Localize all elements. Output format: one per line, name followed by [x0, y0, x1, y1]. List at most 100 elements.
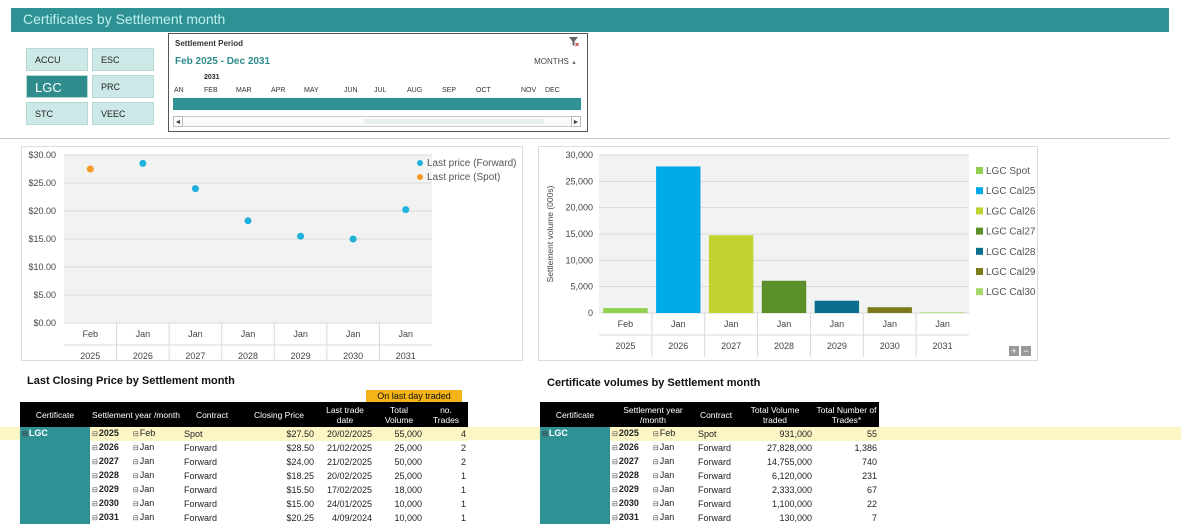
certificate-cell[interactable]: [540, 497, 610, 511]
bar-lgc-cal30[interactable]: [920, 312, 965, 313]
certificate-cell[interactable]: ⊟LGC: [540, 427, 610, 441]
column-header-total-volume-traded[interactable]: Total Volume traded: [736, 402, 814, 427]
collapse-toggle-icon[interactable]: ⊟: [652, 515, 659, 522]
collapse-toggle-icon[interactable]: ⊟: [92, 515, 98, 522]
scroll-left-icon[interactable]: ◄: [173, 116, 183, 127]
settlement-year-month-cell[interactable]: ⊟2028 ⊟Jan: [610, 469, 696, 483]
certificate-cell[interactable]: ⊟LGC: [20, 427, 90, 441]
collapse-toggle-icon[interactable]: ⊟: [92, 459, 98, 466]
certificate-cell[interactable]: [540, 441, 610, 455]
collapse-toggle-icon[interactable]: ⊟: [92, 431, 98, 438]
timeline-month-feb[interactable]: FEB: [204, 87, 218, 94]
clear-filter-icon[interactable]: [569, 37, 579, 49]
timeline-month-mar[interactable]: MAR: [236, 87, 252, 94]
collapse-toggle-icon[interactable]: ⊟: [612, 473, 618, 480]
collapse-toggle-icon[interactable]: ⊟: [612, 487, 618, 494]
certificate-cell[interactable]: [20, 455, 90, 469]
certificate-cell[interactable]: [540, 455, 610, 469]
column-header-contract[interactable]: Contract: [696, 402, 736, 427]
timeline-month-an[interactable]: AN: [174, 87, 184, 94]
settlement-year-month-cell[interactable]: ⊟2025 ⊟Feb: [90, 427, 182, 441]
timeline-month-nov[interactable]: NOV: [521, 87, 537, 94]
collapse-toggle-icon[interactable]: ⊟: [132, 501, 139, 508]
settlement-year-month-cell[interactable]: ⊟2031 ⊟Jan: [610, 511, 696, 524]
data-point-last-price-forward[interactable]: [191, 185, 199, 193]
collapse-toggle-icon[interactable]: ⊟: [652, 431, 659, 438]
settlement-year-month-cell[interactable]: ⊟2031 ⊟Jan: [90, 511, 182, 524]
data-point-last-price-forward[interactable]: [244, 217, 252, 225]
scroll-right-icon[interactable]: ►: [571, 116, 581, 127]
collapse-toggle-icon[interactable]: ⊟: [132, 473, 139, 480]
data-point-last-price-forward[interactable]: [349, 235, 357, 243]
timeline-month-aug[interactable]: AUG: [407, 87, 423, 94]
column-header-certificate[interactable]: Certificate: [20, 402, 90, 427]
bar-lgc-cal29[interactable]: [867, 307, 912, 313]
collapse-toggle-icon[interactable]: ⊟: [132, 445, 139, 452]
settlement-year-month-cell[interactable]: ⊟2027 ⊟Jan: [610, 455, 696, 469]
slicer-item-stc[interactable]: STC: [26, 102, 88, 125]
collapse-toggle-icon[interactable]: ⊟: [92, 487, 98, 494]
column-header-no-trades[interactable]: no. Trades: [424, 402, 468, 427]
collapse-toggle-icon[interactable]: ⊟: [92, 473, 98, 480]
column-header-total-volume[interactable]: Total Volume: [374, 402, 424, 427]
bar-lgc-cal28[interactable]: [814, 300, 860, 313]
column-header-total-number-of-trades[interactable]: Total Number of Trades*: [814, 402, 879, 427]
certificate-cell[interactable]: [20, 441, 90, 455]
settlement-year-month-cell[interactable]: ⊟2028 ⊟Jan: [90, 469, 182, 483]
timeline-month-oct[interactable]: OCT: [476, 87, 491, 94]
certificate-cell[interactable]: [20, 483, 90, 497]
settlement-year-month-cell[interactable]: ⊟2029 ⊟Jan: [610, 483, 696, 497]
zoom-in-button[interactable]: +: [1009, 346, 1019, 356]
column-header-closing-price[interactable]: Closing Price: [242, 402, 316, 427]
collapse-toggle-icon[interactable]: ⊟: [132, 487, 139, 494]
settlement-year-month-cell[interactable]: ⊟2029 ⊟Jan: [90, 483, 182, 497]
timeline-level-dropdown[interactable]: MONTHS ▲: [534, 57, 577, 66]
price-chart[interactable]: $0.00 $5.00 $10.00 $15.00 $20.00 $25.00 $30.00…: [21, 146, 523, 367]
slicer-item-lgc[interactable]: LGC: [26, 75, 88, 98]
bar-lgc-spot[interactable]: [603, 308, 648, 313]
settlement-year-month-cell[interactable]: ⊟2030 ⊟Jan: [90, 497, 182, 511]
volume-chart[interactable]: 0 5,000 10,000 15,000 20,000 25,000 30,000 Sett…: [538, 146, 1038, 361]
collapse-toggle-icon[interactable]: ⊟: [132, 459, 139, 466]
column-header-certificate[interactable]: Certificate: [540, 402, 610, 427]
certificate-cell[interactable]: [540, 511, 610, 524]
collapse-toggle-icon[interactable]: ⊟: [612, 431, 618, 438]
collapse-toggle-icon[interactable]: ⊟: [652, 445, 659, 452]
collapse-toggle-icon[interactable]: ⊟: [132, 431, 139, 438]
collapse-toggle-icon[interactable]: ⊟: [132, 515, 139, 522]
timeline-month-sep[interactable]: SEP: [442, 87, 457, 94]
collapse-toggle-icon[interactable]: ⊟: [652, 487, 659, 494]
collapse-toggle-icon[interactable]: ⊟: [612, 445, 618, 452]
settlement-year-month-cell[interactable]: ⊟2030 ⊟Jan: [610, 497, 696, 511]
timeline-selection-bar[interactable]: [173, 98, 581, 110]
bar-lgc-cal25[interactable]: [656, 166, 701, 313]
collapse-toggle-icon[interactable]: ⊟: [612, 515, 618, 522]
column-header-contract[interactable]: Contract: [182, 402, 242, 427]
timeline-scroll-thumb[interactable]: [364, 119, 544, 124]
slicer-item-esc[interactable]: ESC: [92, 48, 154, 71]
certificate-cell[interactable]: [20, 469, 90, 483]
certificate-cell[interactable]: [20, 497, 90, 511]
column-header-last-trade-date[interactable]: Last trade date: [316, 402, 374, 427]
settlement-year-month-cell[interactable]: ⊟2026 ⊟Jan: [90, 441, 182, 455]
timeline-month-apr[interactable]: APR: [271, 87, 286, 94]
timeline-month-jun[interactable]: JUN: [344, 87, 358, 94]
slicer-item-accu[interactable]: ACCU: [26, 48, 88, 71]
collapse-toggle-icon[interactable]: ⊟: [542, 431, 548, 438]
data-point-last-price-forward[interactable]: [402, 206, 410, 214]
collapse-toggle-icon[interactable]: ⊟: [92, 445, 98, 452]
timeline-month-may[interactable]: MAY: [304, 87, 319, 94]
data-point-last-price-forward[interactable]: [297, 232, 305, 240]
collapse-toggle-icon[interactable]: ⊟: [652, 459, 659, 466]
timeline-month-dec[interactable]: DEC: [545, 87, 560, 94]
collapse-toggle-icon[interactable]: ⊟: [652, 473, 659, 480]
certificate-cell[interactable]: [540, 469, 610, 483]
collapse-toggle-icon[interactable]: ⊟: [92, 501, 98, 508]
certificate-cell[interactable]: [20, 511, 90, 524]
zoom-out-button[interactable]: −: [1021, 346, 1031, 356]
certificate-cell[interactable]: [540, 483, 610, 497]
data-point-last-price-forward[interactable]: [139, 159, 147, 167]
collapse-toggle-icon[interactable]: ⊟: [612, 501, 618, 508]
bar-lgc-cal27[interactable]: [761, 280, 807, 313]
settlement-year-month-cell[interactable]: ⊟2026 ⊟Jan: [610, 441, 696, 455]
